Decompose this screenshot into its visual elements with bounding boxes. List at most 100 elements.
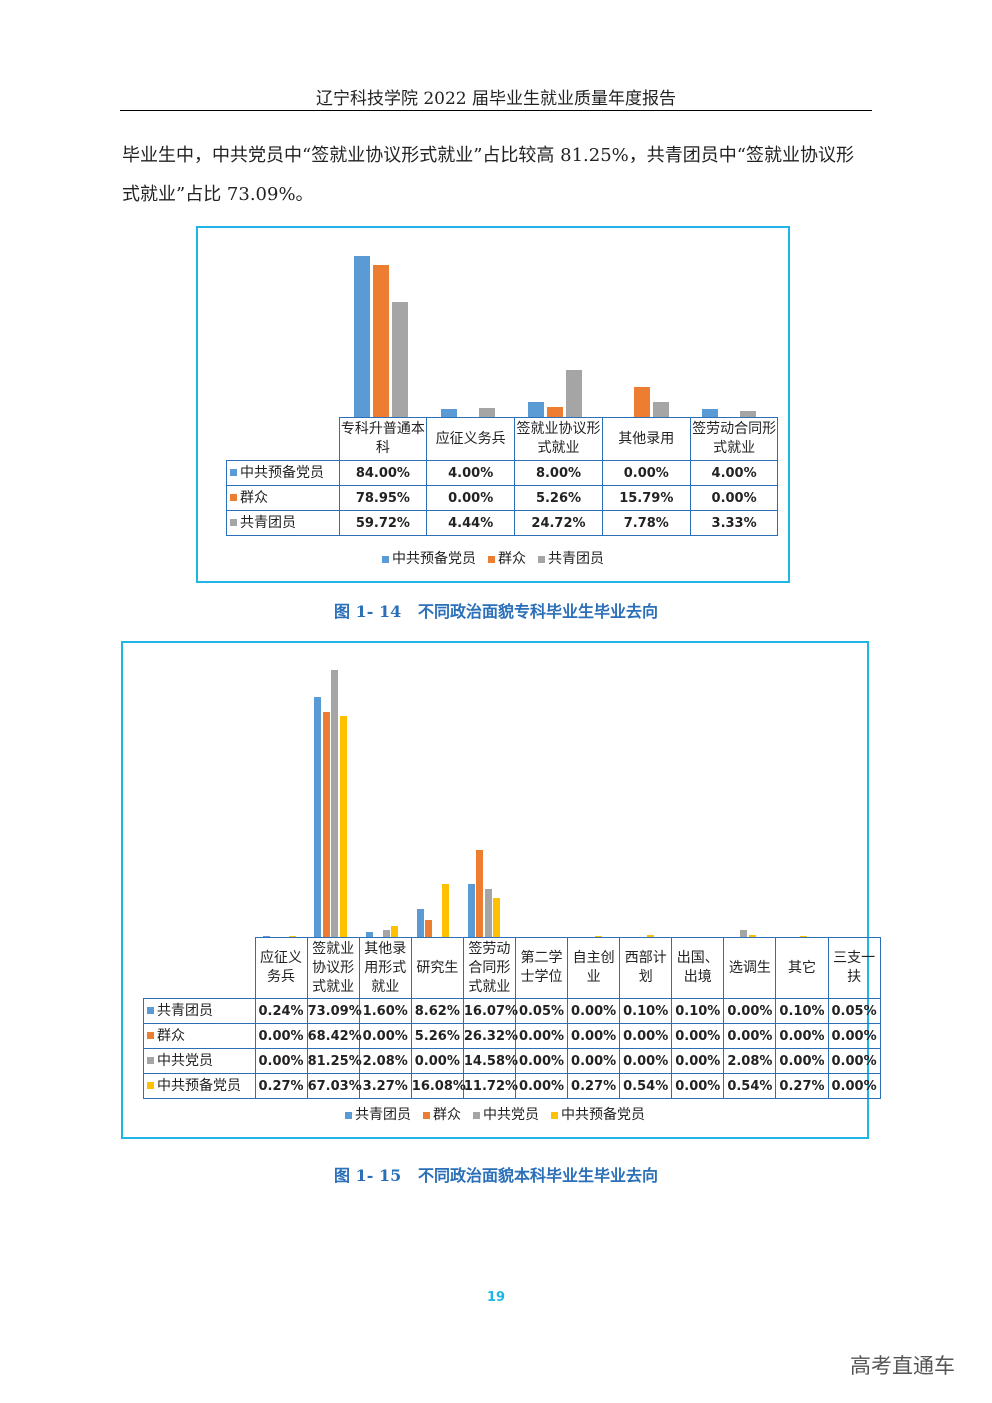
value-label: 0.00% (426, 485, 516, 511)
series-label: 中共党员 (143, 1048, 256, 1074)
value-label: 0.00% (671, 1023, 725, 1049)
bar (467, 884, 475, 937)
category-label: 应征义务兵 (254, 937, 308, 999)
value-label: 0.00% (775, 1048, 829, 1074)
bar (595, 936, 603, 937)
header-title: 辽宁科技学院 2022 届毕业生就业质量年度报告 (315, 89, 677, 109)
bar (365, 931, 373, 937)
series-name: 中共预备党员 (240, 464, 324, 481)
bar (652, 402, 669, 417)
series-label: 中共预备党员 (226, 460, 340, 486)
value-label: 3.27% (358, 1073, 412, 1099)
bar (331, 669, 339, 937)
value-label: 0.00% (775, 1023, 829, 1049)
series-label: 共青团员 (143, 998, 256, 1024)
legend-swatch (147, 1057, 154, 1064)
value-label: 4.00% (689, 460, 779, 486)
figure-caption: 图 1- 15 不同政治面貌本科毕业生毕业去向 (334, 1166, 658, 1185)
category-label: 其他录用 (601, 417, 691, 461)
value-label: 8.62% (410, 998, 464, 1024)
value-label: 0.00% (619, 1048, 673, 1074)
table-corner (227, 418, 340, 461)
legend: 共青团员 群众 中共党员 中共预备党员 (121, 1104, 869, 1124)
value-label: 0.00% (671, 1048, 725, 1074)
chart-frame (196, 226, 790, 583)
table-row: 群众 78.95% 0.00% 5.26% 15.79% 0.00% (226, 485, 779, 511)
value-label: 0.00% (358, 1023, 412, 1049)
bar (799, 936, 807, 937)
value-label: 0.00% (514, 1023, 569, 1049)
series-label: 中共预备党员 (143, 1073, 256, 1099)
bar (416, 908, 424, 937)
value-label: 5.26% (410, 1023, 464, 1049)
series-name: 共青团员 (157, 1002, 213, 1019)
value-label: 26.32% (462, 1023, 518, 1049)
bar (701, 409, 718, 417)
bar (391, 926, 398, 937)
table-row: 共青团员 59.72% 4.44% 24.72% 7.78% 3.33% (226, 510, 779, 536)
paragraph: 毕业生中，中共党员中“签就业协议形式就业”占比较高 81.25%，共青团员中“签… (122, 145, 854, 205)
value-label: 0.05% (827, 998, 881, 1024)
table-header-row: 应征义务兵 签就业协议形式就业 其他录用形式就业 研究生 签劳动合同形式就业 第二学士学位… (144, 937, 881, 999)
bar (633, 386, 650, 417)
legend-label: 中共党员 (483, 1107, 539, 1123)
series-name: 群众 (240, 489, 268, 506)
legend-item: 中共党员 (473, 1107, 539, 1123)
legend: 中共预备党员 群众 共青团员 (196, 548, 790, 568)
value-label: 0.00% (689, 485, 779, 511)
legend-item: 中共预备党员 (382, 551, 476, 567)
bar (322, 711, 330, 937)
legend-item: 中共预备党员 (551, 1107, 645, 1123)
value-label: 3.33% (689, 510, 779, 536)
value-label: 0.00% (827, 1048, 881, 1074)
category-label: 选调生 (723, 937, 777, 999)
value-label: 73.09% (306, 998, 362, 1024)
legend-label: 群众 (498, 551, 526, 567)
legend-item: 群众 (488, 551, 526, 567)
value-label: 0.54% (619, 1073, 673, 1099)
value-label: 5.26% (514, 485, 603, 511)
value-label: 4.00% (426, 460, 516, 486)
table-row: 中共预备党员 84.00% 4.00% 8.00% 0.00% 4.00% (226, 460, 779, 486)
table-row: 群众 0.00% 68.42% 0.00% 5.26% 26.32% 0.00% 0.00% 0… (143, 1023, 881, 1049)
value-label: 0.27% (254, 1073, 308, 1099)
table-row: 中共预备党员 0.27% 67.03% 3.27% 16.08% 11.72% 0.00% 0… (143, 1073, 881, 1099)
category-label: 专科升普通本科 (338, 417, 428, 461)
legend-swatch (488, 555, 495, 563)
legend-swatch (423, 1111, 430, 1119)
bar (373, 265, 390, 417)
category-label: 三支一扶 (827, 937, 881, 999)
category-label: 签就业协议形式就业 (514, 417, 603, 461)
series-name: 群众 (157, 1027, 185, 1044)
series-label: 共青团员 (226, 510, 340, 536)
value-label: 0.00% (254, 1023, 308, 1049)
bar (484, 889, 492, 937)
legend-label: 中共预备党员 (392, 551, 476, 567)
legend-swatch (473, 1111, 480, 1119)
value-label: 0.00% (723, 1023, 777, 1049)
value-label: 0.00% (567, 1023, 621, 1049)
bar (339, 716, 347, 937)
bar (739, 410, 756, 417)
value-label: 0.00% (601, 460, 691, 486)
legend-label: 共青团员 (355, 1107, 411, 1123)
legend-swatch (230, 469, 237, 476)
value-label: 0.00% (514, 1073, 569, 1099)
figure-caption: 图 1- 14 不同政治面貌专科毕业生毕业去向 (334, 602, 658, 621)
legend-swatch (551, 1111, 558, 1119)
value-label: 0.54% (723, 1073, 777, 1099)
value-label: 7.78% (601, 510, 691, 536)
bar (263, 936, 271, 937)
value-label: 81.25% (306, 1048, 362, 1074)
bar (547, 406, 563, 417)
value-label: 0.00% (827, 1073, 881, 1099)
legend-swatch (147, 1007, 154, 1014)
value-label: 68.42% (306, 1023, 362, 1049)
watermark: 高考直通车 (850, 1354, 955, 1378)
category-label: 第二学士学位 (514, 937, 569, 999)
value-label: 0.00% (619, 1023, 673, 1049)
legend-item: 群众 (423, 1107, 461, 1123)
page-number: 19 (486, 1290, 506, 1305)
table-row: 中共党员 0.00% 81.25% 2.08% 0.00% 14.58% 0.00% 0.00… (143, 1048, 881, 1074)
